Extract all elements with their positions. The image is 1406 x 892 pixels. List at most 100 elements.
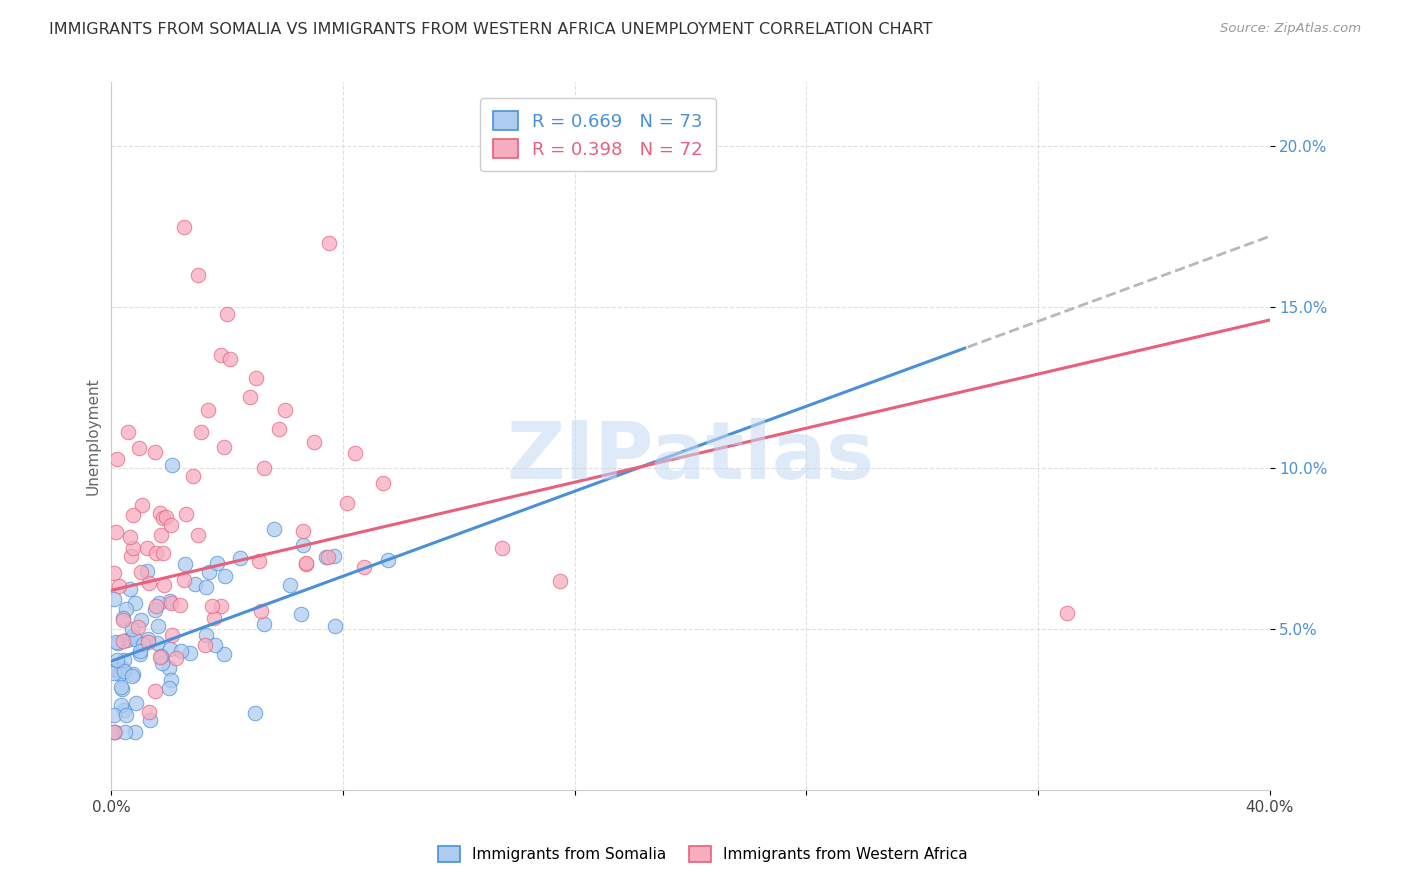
Point: [138, 632, 160, 646]
Point: [121, 669, 143, 683]
Point: [187, 268, 209, 282]
Point: [323, 618, 346, 632]
Point: [159, 641, 181, 656]
Point: [160, 628, 183, 642]
Text: ZIPatlas: ZIPatlas: [506, 418, 875, 496]
Point: [138, 635, 160, 649]
Point: [165, 651, 187, 665]
Point: [693, 145, 716, 160]
Point: [198, 565, 221, 579]
Point: [125, 696, 148, 710]
Point: [195, 628, 218, 642]
Point: [274, 403, 297, 417]
Point: [214, 569, 236, 583]
Point: [114, 725, 136, 739]
Point: [150, 528, 173, 542]
Point: [131, 613, 153, 627]
Point: [212, 647, 235, 661]
Point: [108, 667, 131, 681]
Point: [114, 708, 136, 723]
Point: [302, 435, 325, 450]
Point: [209, 348, 232, 362]
Point: [173, 219, 195, 234]
Point: [160, 673, 183, 687]
Point: [157, 661, 180, 675]
Point: [120, 549, 142, 563]
Point: [245, 371, 267, 385]
Point: [209, 599, 232, 613]
Point: [159, 594, 181, 608]
Point: [136, 564, 159, 578]
Point: [491, 541, 513, 556]
Point: [111, 661, 134, 675]
Point: [173, 557, 195, 571]
Point: [112, 703, 135, 717]
Point: [121, 622, 143, 636]
Point: [122, 666, 145, 681]
Point: [149, 649, 172, 664]
Point: [160, 596, 183, 610]
Point: [377, 553, 399, 567]
Point: [373, 475, 395, 490]
Point: [322, 549, 344, 564]
Point: [115, 633, 138, 648]
Point: [173, 573, 195, 587]
Point: [118, 530, 141, 544]
Point: [253, 460, 276, 475]
Point: [145, 546, 167, 560]
Point: [124, 632, 146, 647]
Point: [114, 602, 136, 616]
Point: [153, 578, 176, 592]
Point: [249, 604, 271, 618]
Point: [197, 403, 219, 417]
Point: [110, 698, 132, 712]
Point: [120, 582, 142, 596]
Legend: R = 0.669   N = 73, R = 0.398   N = 72: R = 0.669 N = 73, R = 0.398 N = 72: [479, 98, 716, 171]
Point: [152, 511, 174, 525]
Point: [315, 549, 337, 564]
Point: [336, 496, 359, 510]
Point: [159, 681, 181, 696]
Point: [295, 557, 318, 571]
Point: [110, 680, 132, 694]
Point: [278, 577, 301, 591]
Point: [212, 440, 235, 454]
Point: [112, 611, 135, 625]
Point: [105, 452, 128, 467]
Point: [239, 390, 262, 404]
Point: [152, 546, 174, 560]
Point: [217, 307, 239, 321]
Point: [169, 598, 191, 612]
Point: [205, 556, 228, 570]
Point: [169, 644, 191, 658]
Point: [143, 603, 166, 617]
Point: [111, 633, 134, 648]
Point: [190, 425, 212, 439]
Point: [105, 635, 128, 649]
Point: [103, 666, 125, 681]
Point: [143, 684, 166, 698]
Point: [131, 565, 153, 579]
Point: [318, 235, 340, 250]
Point: [124, 596, 146, 610]
Text: Source: ZipAtlas.com: Source: ZipAtlas.com: [1220, 22, 1361, 36]
Text: IMMIGRANTS FROM SOMALIA VS IMMIGRANTS FROM WESTERN AFRICA UNEMPLOYMENT CORRELATI: IMMIGRANTS FROM SOMALIA VS IMMIGRANTS FR…: [49, 22, 932, 37]
Point: [132, 637, 155, 651]
Point: [105, 653, 128, 667]
Point: [187, 528, 209, 542]
Point: [343, 446, 366, 460]
Point: [135, 541, 157, 556]
Point: [1056, 606, 1078, 620]
Point: [122, 508, 145, 522]
Point: [139, 713, 162, 727]
Point: [111, 682, 134, 697]
Point: [103, 725, 125, 739]
Point: [263, 522, 285, 536]
Point: [127, 620, 149, 634]
Point: [353, 559, 375, 574]
Point: [253, 617, 276, 632]
Point: [292, 538, 315, 552]
Point: [108, 580, 131, 594]
Point: [114, 665, 136, 679]
Point: [548, 574, 571, 588]
